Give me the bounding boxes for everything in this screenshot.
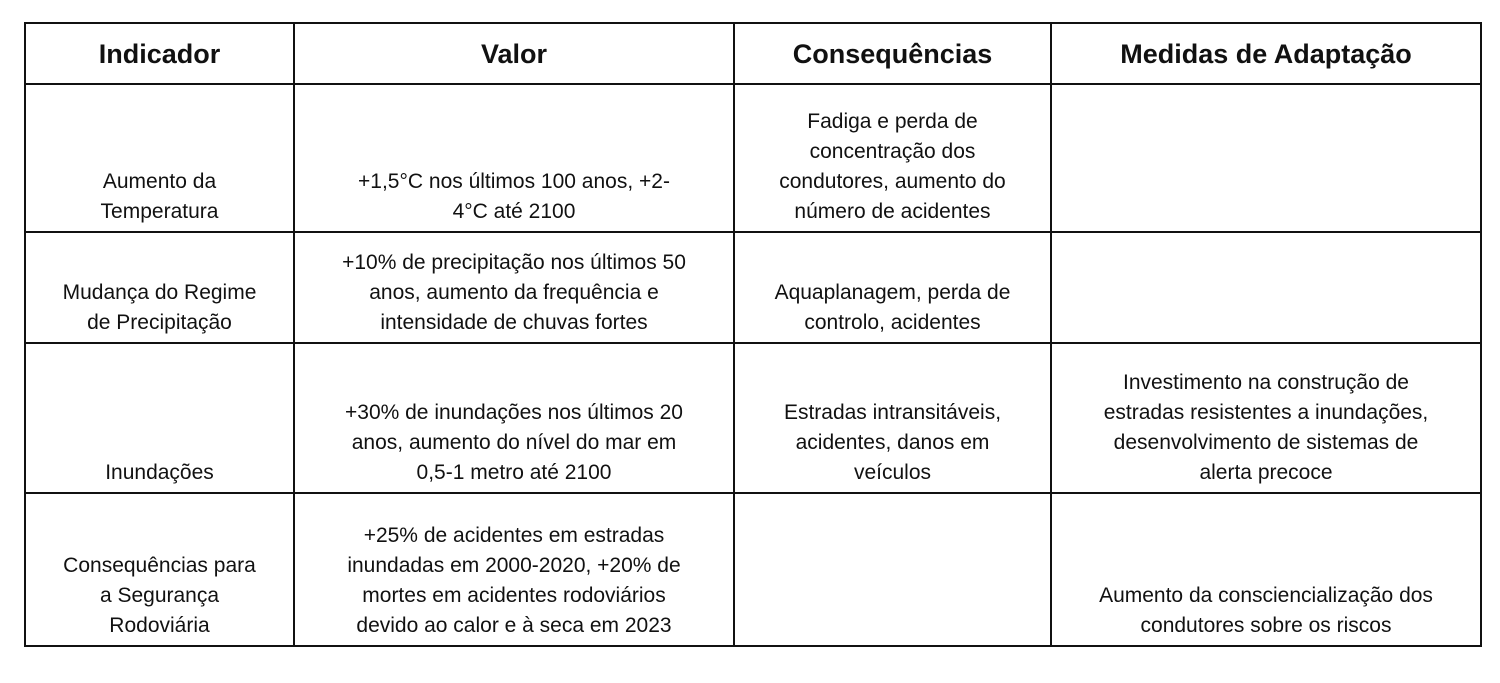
- cell-valor: +25% de acidentes em estradas inundadas …: [293, 492, 735, 647]
- cell-medidas: [1050, 83, 1482, 233]
- header-row: Indicador Valor Consequências Medidas de…: [24, 22, 1482, 85]
- table-row: Mudança do Regime de Precipitação +10% d…: [24, 231, 1482, 344]
- header-consequencias: Consequências: [733, 22, 1052, 85]
- cell-medidas: [1050, 231, 1482, 344]
- header-valor: Valor: [293, 22, 735, 85]
- table-row: Inundações +30% de inundações nos último…: [24, 342, 1482, 494]
- cell-medidas: Aumento da consciencialização dos condut…: [1050, 492, 1482, 647]
- cell-consequencias: Estradas intransitáveis, acidentes, dano…: [733, 342, 1052, 494]
- cell-valor: +30% de inundações nos últimos 20 anos, …: [293, 342, 735, 494]
- cell-indicador: Inundações: [24, 342, 295, 494]
- cell-indicador: Consequências para a Segurança Rodoviári…: [24, 492, 295, 647]
- climate-road-safety-table: Indicador Valor Consequências Medidas de…: [24, 22, 1482, 647]
- table-row: Aumento da Temperatura +1,5°C nos último…: [24, 83, 1482, 233]
- cell-valor: +1,5°C nos últimos 100 anos, +2- 4°C até…: [293, 83, 735, 233]
- cell-medidas: Investimento na construção de estradas r…: [1050, 342, 1482, 494]
- header-indicador: Indicador: [24, 22, 295, 85]
- cell-indicador: Aumento da Temperatura: [24, 83, 295, 233]
- cell-consequencias: Aquaplanagem, perda de controlo, acident…: [733, 231, 1052, 344]
- cell-consequencias: Fadiga e perda de concentração dos condu…: [733, 83, 1052, 233]
- cell-valor: +10% de precipitação nos últimos 50 anos…: [293, 231, 735, 344]
- table-row: Consequências para a Segurança Rodoviári…: [24, 492, 1482, 647]
- cell-indicador: Mudança do Regime de Precipitação: [24, 231, 295, 344]
- header-medidas: Medidas de Adaptação: [1050, 22, 1482, 85]
- cell-consequencias: [733, 492, 1052, 647]
